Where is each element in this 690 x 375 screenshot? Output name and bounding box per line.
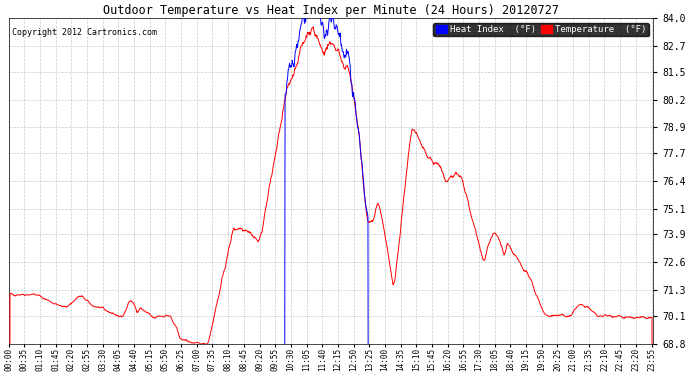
Text: Copyright 2012 Cartronics.com: Copyright 2012 Cartronics.com [12,28,157,37]
Title: Outdoor Temperature vs Heat Index per Minute (24 Hours) 20120727: Outdoor Temperature vs Heat Index per Mi… [103,4,559,17]
Legend: Heat Index  (°F), Temperature  (°F): Heat Index (°F), Temperature (°F) [433,23,649,36]
